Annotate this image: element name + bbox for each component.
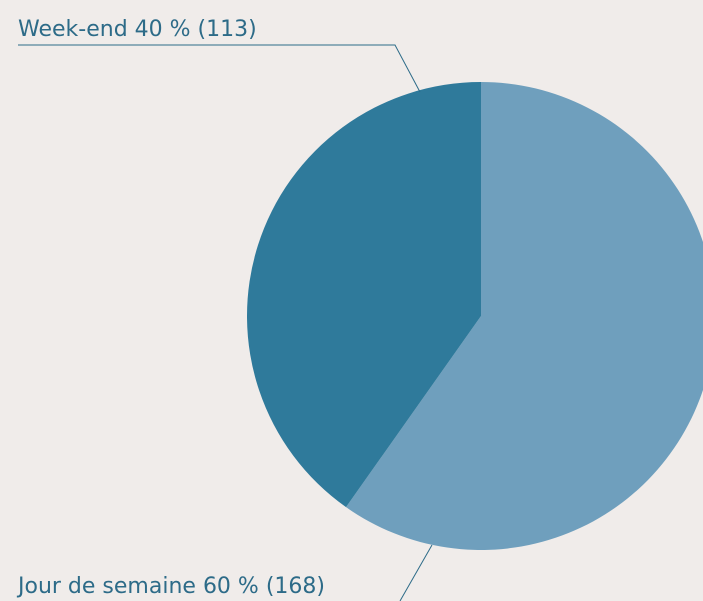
pie-slice xyxy=(346,82,703,550)
slice-name: Jour de semaine xyxy=(16,574,196,599)
leader-line xyxy=(399,544,433,601)
value-label: 60 % (168) xyxy=(203,574,325,599)
slice-label: Week-end 40 % (113) xyxy=(18,17,257,42)
slice-name: Week-end xyxy=(18,17,128,42)
leader-line xyxy=(18,44,421,93)
pie xyxy=(247,82,703,550)
slice-label: Jour de semaine 60 % (168) xyxy=(16,574,325,599)
value-label: 40 % (113) xyxy=(135,17,257,42)
pie-slice xyxy=(247,82,481,508)
